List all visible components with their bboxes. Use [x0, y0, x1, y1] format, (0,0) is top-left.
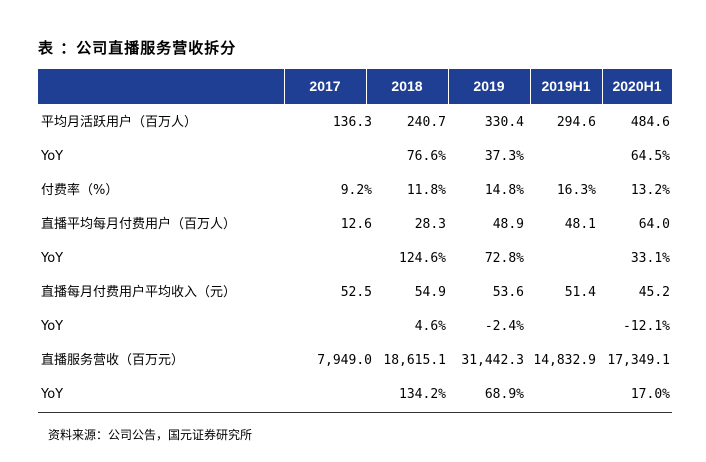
column-header: 2018	[391, 78, 423, 94]
header-divider	[284, 69, 285, 104]
table-cell: 4.6%	[414, 319, 446, 334]
table-cell: 134.2%	[399, 387, 446, 402]
table-cell: 48.9	[492, 217, 524, 232]
table-title: 表 ：公司直播服务营收拆分	[38, 39, 237, 57]
table-cell: 9.2%	[340, 183, 372, 198]
header-divider	[366, 69, 367, 104]
header-divider	[530, 69, 531, 104]
table-cell: 48.1	[564, 217, 596, 232]
row-label: YoY	[41, 251, 64, 266]
table-cell: 240.7	[406, 115, 446, 130]
column-header: 2017	[309, 78, 341, 94]
table-cell: 14,832.9	[533, 353, 596, 368]
header-divider	[602, 69, 603, 104]
table-bottom-rule	[38, 412, 672, 413]
table-cell: 12.6	[340, 217, 372, 232]
source-note: 资料来源：公司公告，国元证券研究所	[48, 428, 253, 442]
table-cell: 64.5%	[630, 149, 670, 164]
table-cell: 76.6%	[406, 149, 446, 164]
table-cell: 51.4	[564, 285, 596, 300]
table-row: YoY 76.6% 37.3% 64.5%	[38, 140, 672, 174]
table-cell: 68.9%	[484, 387, 524, 402]
table-cell: 45.2	[638, 285, 670, 300]
table-cell: 72.8%	[484, 251, 524, 266]
table-cell: 124.6%	[399, 251, 446, 266]
row-label: YoY	[41, 387, 64, 402]
table-cell: 64.0	[638, 217, 670, 232]
table-cell: 17.0%	[630, 387, 670, 402]
column-header: 2019	[473, 78, 505, 94]
table-row: YoY 124.6% 72.8% 33.1%	[38, 242, 672, 276]
row-label: 平均月活跃用户（百万人）	[41, 115, 198, 130]
table-cell: 52.5	[340, 285, 372, 300]
table-cell: 136.3	[332, 115, 372, 130]
table-row: 平均月活跃用户（百万人） 136.3 240.7 330.4 294.6 484…	[38, 106, 672, 140]
table-row: YoY 134.2% 68.9% 17.0%	[38, 378, 672, 412]
table-cell: 14.8%	[484, 183, 524, 198]
table-row: 直播平均每月付费用户（百万人） 12.6 28.3 48.9 48.1 64.0	[38, 208, 672, 242]
table-cell: 7,949.0	[317, 353, 372, 368]
table-cell: 54.9	[414, 285, 446, 300]
row-label: 直播平均每月付费用户（百万人）	[41, 217, 237, 232]
column-header: 2019H1	[541, 78, 591, 94]
row-label: 直播每月付费用户平均收入（元）	[41, 285, 237, 300]
table-row: YoY 4.6% -2.4% -12.1%	[38, 310, 672, 344]
table-cell: 294.6	[556, 115, 596, 130]
row-label: 直播服务营收（百万元）	[41, 353, 185, 368]
table-row: 付费率（%） 9.2% 11.8% 14.8% 16.3% 13.2%	[38, 174, 672, 208]
table-cell: -2.4%	[484, 319, 524, 334]
column-header: 2020H1	[612, 78, 662, 94]
table-header: 2017 2018 2019 2019H1 2020H1	[38, 69, 672, 104]
table-cell: 33.1%	[630, 251, 670, 266]
table-row: 直播服务营收（百万元） 7,949.0 18,615.1 31,442.3 14…	[38, 344, 672, 378]
table-cell: 31,442.3	[461, 353, 524, 368]
table-cell: 13.2%	[630, 183, 670, 198]
table-cell: 11.8%	[406, 183, 446, 198]
header-divider	[448, 69, 449, 104]
table-cell: 37.3%	[484, 149, 524, 164]
table-cell: 16.3%	[556, 183, 596, 198]
row-label: YoY	[41, 149, 64, 164]
row-label: 付费率（%）	[41, 183, 119, 198]
table-cell: 484.6	[630, 115, 670, 130]
table-cell: 28.3	[414, 217, 446, 232]
table-cell: 53.6	[492, 285, 524, 300]
table-cell: -12.1%	[623, 319, 670, 334]
table-row: 直播每月付费用户平均收入（元） 52.5 54.9 53.6 51.4 45.2	[38, 276, 672, 310]
table-cell: 18,615.1	[383, 353, 446, 368]
table-cell: 17,349.1	[607, 353, 670, 368]
table-cell: 330.4	[484, 115, 524, 130]
row-label: YoY	[41, 319, 64, 334]
